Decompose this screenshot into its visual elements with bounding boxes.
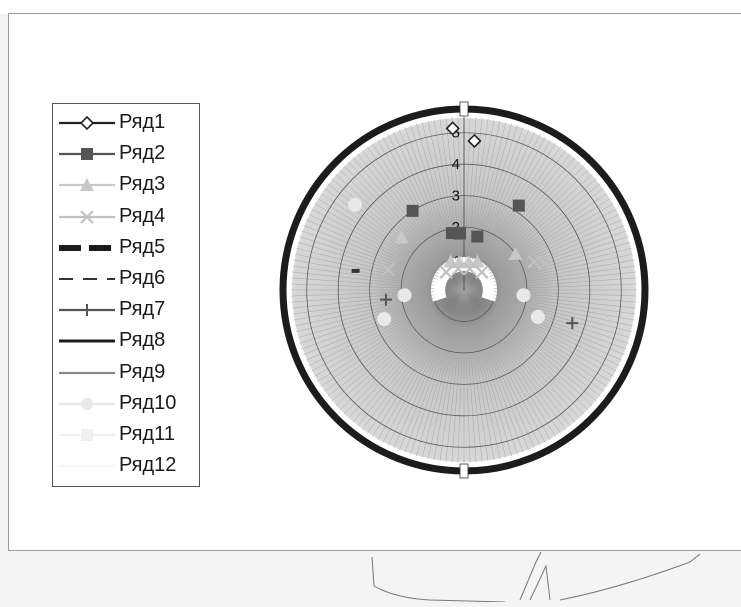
legend-swatch	[59, 371, 115, 374]
legend-item: Ряд6	[53, 264, 199, 294]
legend-item: Ряд1	[53, 108, 199, 138]
legend-item: Ряд7	[53, 295, 199, 325]
data-point-Ряд7	[566, 317, 579, 330]
data-point-Ряд4	[462, 261, 477, 276]
legend-label: Ряд9	[119, 360, 166, 383]
data-point-Ряд10	[347, 197, 362, 212]
data-point-Ряд10	[377, 312, 392, 327]
legend-item: Ряд8	[53, 326, 199, 356]
ring-top-marker	[459, 101, 469, 117]
legend-item: Ряд3	[53, 170, 199, 200]
data-point-Ряд3	[508, 246, 523, 260]
sketch-lines	[371, 551, 701, 603]
legend-swatch	[59, 178, 115, 192]
legend-label: Ряд11	[119, 423, 175, 445]
legend-item: Ряд9	[53, 358, 199, 388]
legend-swatch	[59, 148, 115, 161]
legend-item: Ряд10	[53, 389, 199, 419]
legend-label: Ряд3	[119, 173, 166, 196]
data-point-Ряд4	[439, 265, 453, 279]
legend-swatch	[59, 244, 115, 251]
data-point-Ряд4	[381, 262, 395, 277]
data-point-Ряд4	[527, 254, 541, 269]
data-point-Ряд7	[379, 293, 392, 306]
data-point-Ряд10	[516, 288, 531, 303]
legend-swatch	[59, 304, 115, 317]
legend-swatch	[59, 278, 115, 280]
data-point-Ряд10	[397, 288, 412, 303]
data-point-Ряд4	[537, 256, 552, 271]
background-sketch	[0, 551, 741, 603]
data-point-Ряд2	[471, 230, 484, 243]
legend: Ряд1 Ряд2 Ряд3 Ряд4 Ряд5 Ряд6 Ряд7 Ряд8 Ряд9 Ряд1…	[52, 103, 200, 487]
data-point-Ряд1	[467, 133, 482, 149]
legend-label: Ряд8	[119, 329, 166, 352]
legend-swatch	[59, 429, 115, 441]
radial-tick-label: 3	[452, 188, 460, 205]
legend-swatch	[59, 209, 115, 224]
legend-label: Ряд4	[119, 204, 166, 227]
legend-label: Ряд12	[119, 454, 177, 477]
legend-label: Ряд2	[119, 142, 166, 165]
legend-item: Ряд2	[53, 139, 199, 169]
legend-swatch	[59, 397, 115, 410]
top-strip	[0, 0, 741, 14]
legend-label: Ряд7	[119, 298, 166, 321]
legend-label: Ряд5	[119, 235, 166, 258]
radial-tick-label: 5	[452, 125, 460, 142]
radial-spokes	[291, 117, 637, 463]
legend-swatch	[59, 339, 115, 343]
data-point-Ряд10	[530, 309, 545, 324]
data-point-Ряд6	[351, 268, 360, 273]
legend-item: Ряд5	[53, 233, 199, 263]
legend-label: Ряд6	[119, 267, 166, 289]
legend-item: Ряд11	[53, 420, 199, 450]
data-point-Ряд1	[445, 121, 460, 136]
ring-bottom-marker	[459, 463, 469, 479]
radial-tick-label: 4	[452, 156, 460, 173]
data-point-Ряд2	[406, 204, 419, 217]
data-point-Ряд3	[394, 230, 409, 244]
polar-base: 12345	[279, 101, 649, 479]
legend-label: Ряд1	[119, 111, 166, 133]
legend-swatch	[59, 115, 115, 131]
data-point-Ряд2	[454, 227, 467, 240]
data-point-Ряд4	[475, 265, 489, 279]
legend-label: Ряд10	[119, 391, 177, 414]
legend-item: Ряд4	[53, 202, 199, 232]
legend-item: Ряд12	[53, 451, 199, 481]
data-point-Ряд4	[451, 261, 466, 276]
data-point-Ряд2	[512, 199, 525, 212]
legend-swatch	[59, 465, 115, 468]
polar-marks	[347, 121, 579, 330]
